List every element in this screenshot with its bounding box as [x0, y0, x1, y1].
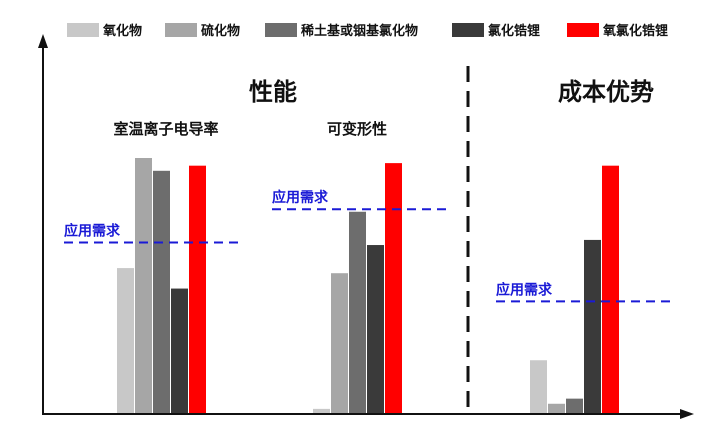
legend-swatch-rare-earth-chloride [265, 23, 297, 37]
bar-group1-series4 [171, 288, 188, 414]
legend: 氧化物 硫化物 稀土基或铟基氯化物 氯化锆锂 氧氯化锆锂 [67, 23, 668, 39]
legend-label-oxide: 氧化物 [102, 23, 142, 39]
bar-group1-series5 [189, 165, 206, 414]
bar-group2-series2 [331, 273, 348, 414]
legend-swatch-lithium-zirconium-chloride [452, 23, 484, 37]
requirement-label-group2: 应用需求 [272, 189, 329, 206]
x-axis-arrow-icon [680, 409, 694, 419]
y-axis-arrow-icon [38, 34, 48, 48]
bar-group1-series2 [135, 158, 152, 414]
requirement-label-group3: 应用需求 [496, 281, 553, 298]
legend-label-sulfide: 硫化物 [201, 23, 240, 39]
bar-group1-series3 [153, 170, 170, 414]
bar-group2-series5 [385, 163, 402, 414]
bar-group3-series4 [584, 239, 601, 414]
requirement-label-group1: 应用需求 [64, 222, 121, 239]
section-title-performance: 性能 [249, 78, 297, 106]
legend-label-lithium-zirconium-oxychloride: 氧氯化锆锂 [602, 23, 668, 39]
group-title-deformability: 可变形性 [327, 120, 387, 138]
section-title-cost-advantage: 成本优势 [558, 78, 654, 106]
bar-group3-series5 [602, 165, 619, 414]
axes [38, 34, 694, 419]
legend-swatch-oxide [67, 23, 99, 37]
bar-group2-series3 [349, 211, 366, 414]
legend-swatch-sulfide [165, 23, 197, 37]
bar-group3-series3 [566, 398, 583, 414]
legend-label-lithium-zirconium-chloride: 氯化锆锂 [488, 23, 540, 39]
bar-group3-series2 [548, 403, 565, 414]
legend-label-rare-earth-chloride: 稀土基或铟基氯化物 [301, 23, 418, 39]
legend-swatch-lithium-zirconium-oxychloride [567, 23, 599, 37]
bar-group2-series1 [313, 408, 330, 414]
bar-group2-series4 [367, 245, 384, 414]
bar-group3-series1 [530, 360, 547, 414]
bar-group1-series1 [117, 268, 134, 414]
group-title-conductivity: 室温离子电导率 [113, 120, 218, 138]
bars-layer [117, 158, 619, 414]
